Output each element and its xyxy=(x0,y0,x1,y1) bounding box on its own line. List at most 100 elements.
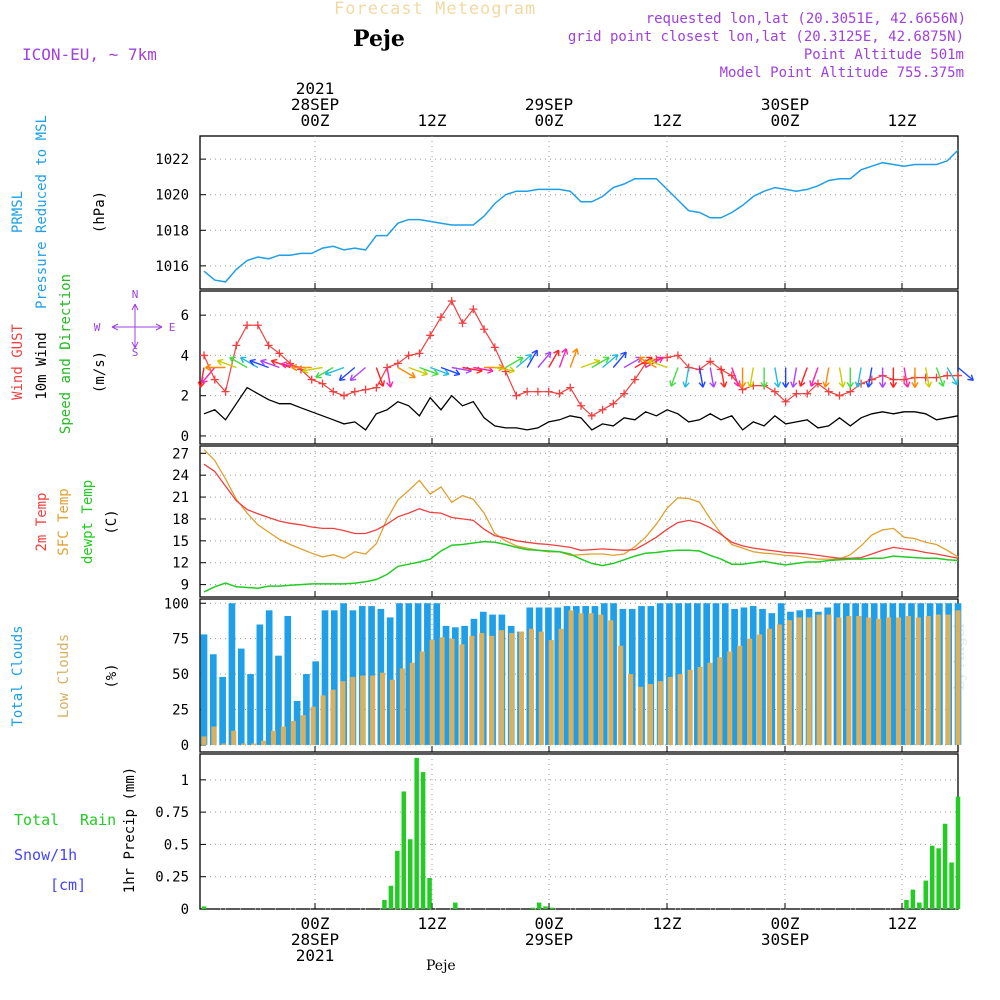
time-label-top: 00Z xyxy=(535,111,564,130)
wind-direction-arrowhead xyxy=(453,369,461,377)
low-clouds-bar xyxy=(439,637,445,745)
low-clouds-bar xyxy=(588,613,594,745)
wind-direction-arrowhead xyxy=(249,358,256,366)
low-clouds-bar xyxy=(657,681,663,745)
wind-direction-arrow xyxy=(537,351,552,368)
wind-direction-arrow xyxy=(580,360,601,369)
wind-direction-arrowhead xyxy=(846,381,854,388)
gust-point xyxy=(480,325,489,334)
time-label-bottom: 12Z xyxy=(888,914,917,933)
wind-direction-arrowhead xyxy=(544,351,552,359)
time-label-top: 28SEP xyxy=(291,95,339,114)
time-label-top: 2021 xyxy=(296,79,335,98)
total-clouds-bar xyxy=(340,603,347,745)
low-clouds-bar xyxy=(568,610,574,745)
wind-direction-arrow xyxy=(397,366,416,379)
gust-point xyxy=(512,391,521,400)
gust-point xyxy=(943,371,952,380)
wind-direction-arrowhead xyxy=(561,348,569,355)
low-clouds-bar xyxy=(935,614,941,745)
gust-point xyxy=(781,397,790,406)
precip-ytick-label: 1 xyxy=(181,773,189,789)
low-clouds-bar xyxy=(350,676,356,745)
wind-direction-arrow xyxy=(494,366,515,372)
precip-bar xyxy=(401,791,407,909)
temperature-frame xyxy=(199,445,959,598)
total-clouds-bar xyxy=(461,625,468,745)
clouds-unit-label: (%) xyxy=(104,663,120,688)
total-clouds-bar xyxy=(647,606,655,745)
low-clouds-bar xyxy=(866,617,872,745)
time-label-bottom: 29SEP xyxy=(525,930,573,949)
wind-direction-arrowhead xyxy=(553,349,560,357)
gust-point xyxy=(458,319,467,328)
precip-bar xyxy=(395,850,400,909)
gust-point xyxy=(490,343,499,352)
precip-bar xyxy=(955,796,961,909)
precip-label-cm: [cm] xyxy=(50,876,86,894)
temperature-ytick-label: 18 xyxy=(172,512,189,528)
low-clouds-bar xyxy=(320,695,326,745)
low-clouds-bar xyxy=(697,667,703,745)
location-title: Peje xyxy=(353,26,405,52)
time-label-bottom: 00Z xyxy=(535,914,564,933)
wind-label-10m: 10m Wind xyxy=(34,332,50,399)
time-label-bottom: 2021 xyxy=(296,946,335,965)
gust-point xyxy=(846,387,855,396)
precip-bar xyxy=(530,907,535,909)
time-label-top: 12Z xyxy=(418,111,447,130)
total-clouds-bar xyxy=(721,603,729,745)
wind-direction-arrow xyxy=(440,366,461,375)
low-clouds-bar xyxy=(637,686,644,745)
gust-point xyxy=(555,389,564,398)
total-clouds-bar xyxy=(442,625,450,745)
wind-direction-arrowhead xyxy=(216,358,224,366)
low-clouds-bar xyxy=(528,628,534,745)
wind-ytick-label: 6 xyxy=(181,308,189,324)
wind-ytick-label: 0 xyxy=(181,429,189,445)
time-label-top: 30SEP xyxy=(761,95,809,114)
gust-point xyxy=(663,353,672,362)
gust-point xyxy=(329,387,338,396)
precip-label-snow: Snow/1h xyxy=(14,846,77,864)
temp-label-dew: dewpt Temp xyxy=(80,480,96,564)
low-clouds-bar xyxy=(856,616,862,745)
gust-point xyxy=(566,383,575,392)
gust-point xyxy=(221,387,230,396)
low-clouds-bar xyxy=(727,651,733,745)
low-clouds-bar xyxy=(647,684,654,745)
gust-point xyxy=(415,349,424,358)
total-clouds-bar xyxy=(666,603,673,745)
wind-direction-arrow xyxy=(698,367,704,388)
total-clouds-bar xyxy=(545,607,552,745)
compass-north: N xyxy=(132,288,139,301)
total-clouds-bar xyxy=(759,608,766,745)
wind-direction-arrow xyxy=(924,367,930,388)
gust-series-line xyxy=(203,299,958,417)
time-label-bottom: 28SEP xyxy=(291,930,339,949)
low-clouds-bar xyxy=(270,730,277,745)
clouds-ytick-label: 75 xyxy=(172,632,189,648)
low-clouds-bar xyxy=(479,633,485,745)
wind-direction-arrowhead xyxy=(669,380,677,387)
low-clouds-bar xyxy=(429,640,435,745)
wind-direction-arrowhead xyxy=(205,363,212,372)
wind-direction-arrowhead xyxy=(442,369,450,377)
low-clouds-bar xyxy=(628,674,634,745)
wind-direction-arrow xyxy=(302,366,323,372)
wind-ytick-label: 2 xyxy=(181,389,189,405)
wind-direction-arrow xyxy=(638,356,657,369)
wind-speed-line xyxy=(203,386,959,431)
low-clouds-bar xyxy=(419,651,425,745)
temp-2m-line xyxy=(203,463,959,559)
low-clouds-bar xyxy=(221,743,227,745)
total-clouds-bar xyxy=(731,608,738,745)
clouds-label-total: Total Clouds xyxy=(10,625,26,726)
wind-direction-arrowhead xyxy=(386,381,394,388)
gust-point xyxy=(436,313,445,322)
wind-direction-arrowhead xyxy=(229,356,236,364)
low-clouds-bar xyxy=(538,631,544,745)
wind-direction-arrowhead xyxy=(924,381,932,388)
total-clouds-bar xyxy=(219,676,226,745)
gust-point xyxy=(598,405,607,414)
